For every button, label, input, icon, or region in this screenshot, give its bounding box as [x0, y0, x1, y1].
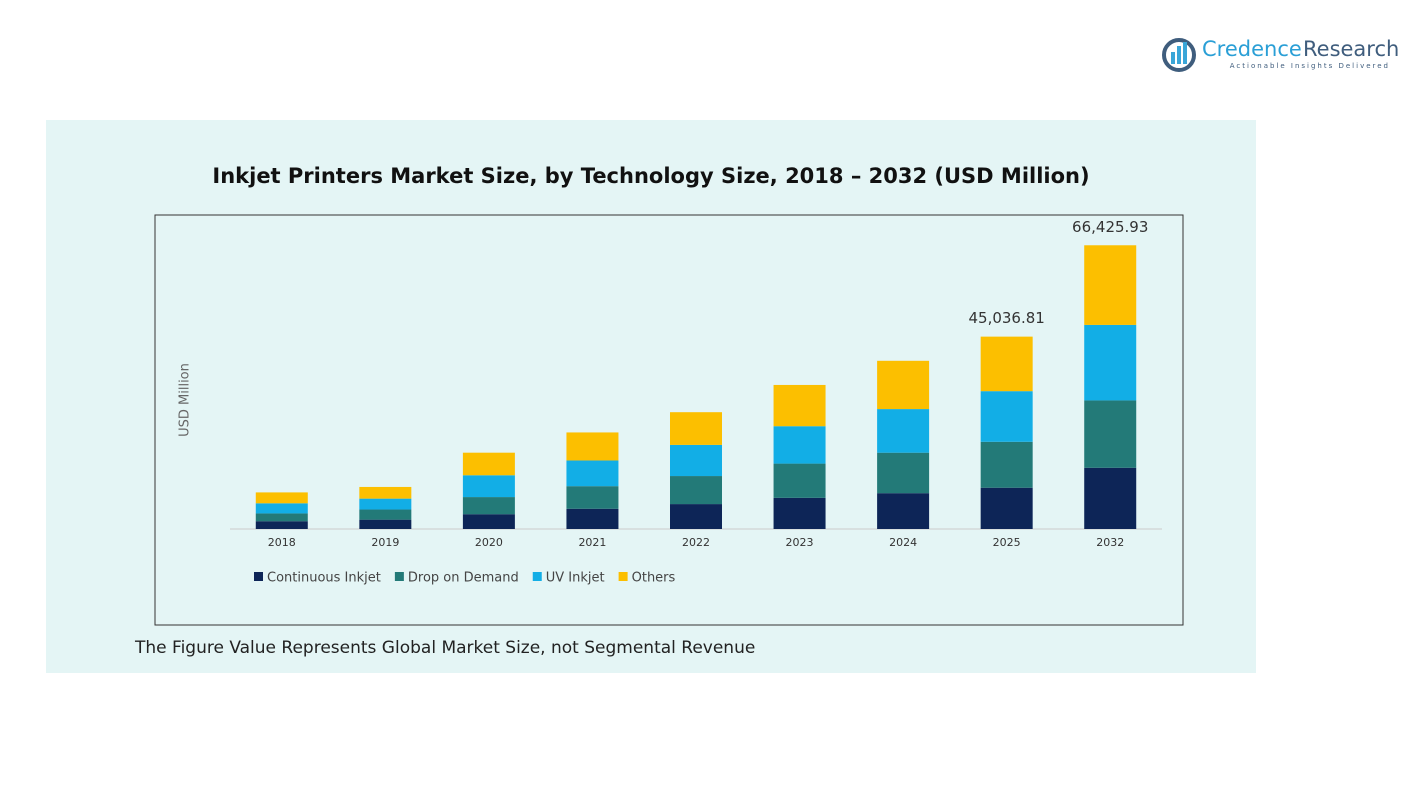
logo-bar: [1177, 46, 1181, 64]
bar-segment: [462, 452, 515, 476]
bar-segment: [462, 497, 515, 515]
legend-swatch: [254, 572, 263, 581]
legend-label: UV Inkjet: [546, 571, 605, 586]
legend-label: Drop on Demand: [408, 571, 519, 586]
bar-segment: [462, 475, 515, 498]
bar-segment: [670, 444, 722, 477]
bar-segment: [980, 487, 1033, 529]
footnote: The Figure Value Represents Global Marke…: [134, 638, 755, 658]
bar-segment: [1084, 400, 1137, 468]
x-tick-label: 2022: [682, 536, 710, 549]
logo-name: Credence: [1202, 37, 1302, 61]
bar-segment: [773, 463, 826, 498]
plot-frame: [154, 214, 1184, 626]
total-label: 66,425.93: [1072, 218, 1148, 236]
legend-swatch: [618, 572, 628, 581]
bar-segment: [462, 514, 515, 529]
bar-segment: [359, 486, 412, 499]
bar-segment: [773, 497, 826, 529]
x-tick-label: 2024: [889, 536, 917, 549]
legend-swatch: [394, 572, 404, 581]
bar-segment: [255, 492, 308, 504]
legend-swatch: [532, 572, 542, 581]
bar-segment: [670, 504, 722, 529]
bar-segment: [980, 336, 1033, 392]
bar-segment: [359, 519, 412, 529]
bar-segment: [255, 513, 308, 522]
bar-segment: [359, 509, 412, 520]
y-axis-label: USD Million: [178, 363, 193, 437]
bar-segment: [566, 460, 619, 487]
bar-segment: [773, 384, 826, 427]
x-tick-label: 2023: [786, 536, 814, 549]
bar-segment: [359, 498, 412, 510]
chart-title: Inkjet Printers Market Size, by Technolo…: [212, 164, 1089, 188]
logo-name: Research: [1303, 37, 1399, 61]
legend-label: Others: [632, 571, 676, 586]
bar-segment: [566, 486, 619, 509]
bar-segment: [980, 391, 1033, 442]
bar-segment: [255, 503, 308, 514]
bar-segment: [1084, 245, 1137, 325]
bar-segment: [566, 432, 619, 461]
bar-segment: [877, 452, 930, 494]
x-tick-label: 2020: [475, 536, 503, 549]
x-tick-label: 2019: [371, 536, 399, 549]
bar-segment: [877, 360, 930, 410]
logo-tagline: Actionable Insights Delivered: [1230, 62, 1390, 70]
bar-segment: [670, 412, 722, 445]
logo-ring: [1162, 38, 1196, 72]
total-label: 45,036.81: [968, 309, 1044, 327]
bar-segment: [773, 426, 826, 464]
bar-segment: [1084, 324, 1137, 401]
logo-bar: [1171, 52, 1175, 64]
x-tick-label: 2032: [1096, 536, 1124, 549]
bar-segment: [1084, 467, 1137, 529]
x-tick-label: 2025: [993, 536, 1021, 549]
x-tick-label: 2018: [268, 536, 296, 549]
x-tick-label: 2021: [578, 536, 606, 549]
bar-segment: [670, 476, 722, 505]
bar-segment: [980, 441, 1033, 488]
bar-segment: [877, 493, 930, 529]
bar-segment: [255, 521, 308, 529]
bar-segment: [877, 409, 930, 453]
panel: [46, 120, 1256, 673]
legend-label: Continuous Inkjet: [267, 571, 381, 586]
logo: Credence Research Actionable Insights De…: [1162, 37, 1399, 72]
bar-segment: [566, 508, 619, 529]
logo-bar: [1183, 42, 1187, 64]
